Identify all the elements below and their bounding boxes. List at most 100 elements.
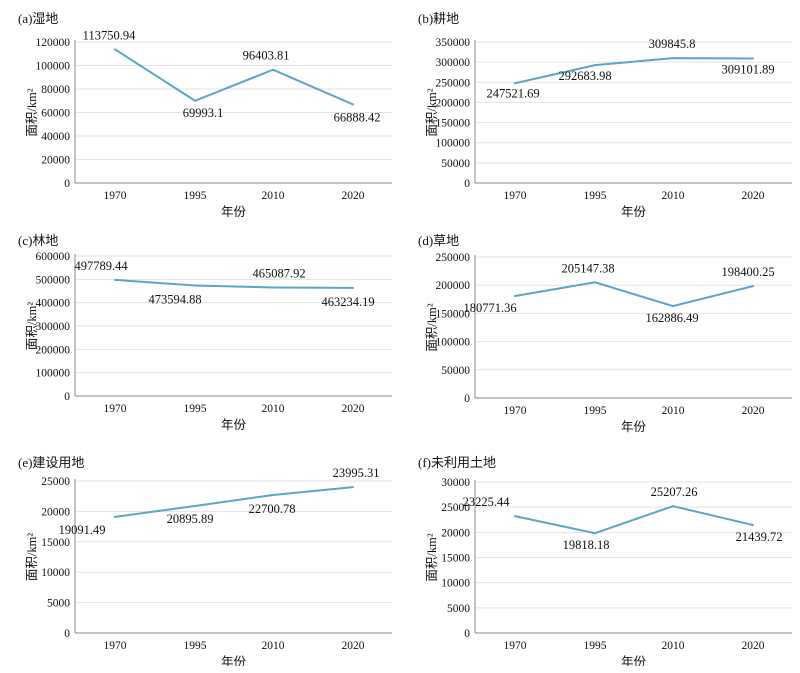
y-tick-label: 40000 bbox=[41, 131, 70, 143]
x-tick-label: 2010 bbox=[662, 405, 685, 417]
data-point bbox=[752, 57, 754, 60]
series-line bbox=[514, 57, 754, 85]
y-tick-label: 0 bbox=[464, 628, 470, 640]
y-tick-label: 250000 bbox=[436, 252, 471, 264]
data-label: 23995.31 bbox=[333, 466, 380, 480]
data-point bbox=[752, 524, 754, 527]
data-point bbox=[672, 505, 674, 508]
chart-panel-5: (e)建设用地 0 5000 10000 15000 20000 25000 1970 1995… bbox=[18, 455, 392, 666]
data-point bbox=[352, 286, 354, 289]
x-tick-label: 2010 bbox=[662, 190, 685, 202]
y-tick-label: 100000 bbox=[436, 337, 471, 349]
data-point bbox=[514, 295, 516, 298]
y-tick-label: 0 bbox=[64, 391, 70, 403]
data-point bbox=[114, 48, 116, 51]
y-tick-label: 20000 bbox=[41, 155, 70, 167]
y-tick-label: 100000 bbox=[436, 138, 471, 150]
y-tick-label: 50000 bbox=[441, 158, 470, 170]
chart-title: (d)草地 bbox=[418, 233, 459, 248]
data-point bbox=[514, 82, 516, 85]
x-axis-label: 年份 bbox=[221, 655, 247, 666]
data-label: 309101.89 bbox=[721, 62, 774, 76]
x-tick-label: 1995 bbox=[184, 403, 207, 415]
data-label: 96403.81 bbox=[243, 49, 290, 63]
y-tick-label: 60000 bbox=[41, 108, 70, 120]
chart-title: (b)耕地 bbox=[418, 11, 459, 26]
y-tick-label: 500000 bbox=[36, 274, 71, 286]
y-tick-label: 15000 bbox=[41, 537, 70, 549]
data-label: 20895.89 bbox=[167, 512, 214, 526]
data-point bbox=[194, 284, 196, 287]
data-label: 463234.19 bbox=[321, 295, 374, 309]
y-tick-label: 0 bbox=[464, 393, 470, 405]
y-tick-label: 150000 bbox=[436, 308, 471, 320]
y-tick-label: 350000 bbox=[436, 37, 471, 49]
data-point bbox=[752, 285, 754, 288]
y-tick-label: 600000 bbox=[36, 251, 71, 263]
x-tick-label: 2010 bbox=[262, 403, 285, 415]
x-tick-label: 2020 bbox=[742, 190, 765, 202]
y-tick-label: 400000 bbox=[36, 298, 71, 310]
data-point bbox=[194, 99, 196, 102]
y-tick-label: 100000 bbox=[36, 368, 71, 380]
y-tick-label: 0 bbox=[64, 628, 70, 640]
x-tick-label: 2010 bbox=[262, 640, 285, 652]
y-axis-label: 面积/km² bbox=[425, 88, 439, 136]
x-tick-label: 1970 bbox=[104, 640, 127, 652]
y-tick-label: 0 bbox=[464, 178, 470, 190]
data-point bbox=[272, 68, 274, 71]
x-tick-label: 1995 bbox=[584, 405, 607, 417]
y-tick-label: 25000 bbox=[441, 502, 470, 514]
y-axis-label: 面积/km² bbox=[425, 533, 439, 581]
data-label: 162886.49 bbox=[645, 311, 698, 325]
y-tick-label: 100000 bbox=[36, 61, 71, 73]
data-label: 473594.88 bbox=[148, 292, 201, 306]
data-label: 497789.44 bbox=[74, 259, 128, 273]
y-axis-label: 面积/km² bbox=[25, 533, 39, 581]
chart-panel-1: (a)湿地 0 20000 40000 60000 80000 100000 120000 19… bbox=[18, 11, 392, 219]
data-point bbox=[514, 515, 516, 518]
data-label: 23225.44 bbox=[463, 495, 511, 509]
y-tick-label: 10000 bbox=[441, 578, 470, 590]
data-label: 309845.8 bbox=[649, 37, 696, 51]
data-point bbox=[194, 504, 196, 507]
y-tick-label: 300000 bbox=[436, 57, 471, 69]
y-tick-label: 25000 bbox=[41, 476, 70, 488]
y-tick-label: 15000 bbox=[441, 553, 470, 565]
y-tick-label: 0 bbox=[64, 178, 70, 190]
data-label: 198400.25 bbox=[721, 265, 774, 279]
data-point bbox=[594, 281, 596, 284]
x-axis-label: 年份 bbox=[221, 418, 247, 432]
x-tick-label: 2020 bbox=[742, 405, 765, 417]
data-label: 66888.42 bbox=[334, 110, 381, 124]
y-tick-label: 10000 bbox=[41, 567, 70, 579]
data-label: 69993.1 bbox=[183, 106, 224, 120]
y-tick-label: 80000 bbox=[41, 84, 70, 96]
data-label: 19818.18 bbox=[563, 538, 610, 552]
y-axis-label: 面积/km² bbox=[25, 88, 39, 136]
x-tick-label: 1995 bbox=[184, 190, 207, 202]
data-point bbox=[114, 515, 116, 518]
data-label: 113750.94 bbox=[83, 28, 136, 42]
y-tick-label: 20000 bbox=[41, 506, 70, 518]
data-label: 180771.36 bbox=[463, 301, 516, 315]
data-point bbox=[272, 493, 274, 496]
y-tick-label: 200000 bbox=[436, 97, 471, 109]
y-tick-label: 5000 bbox=[447, 603, 470, 615]
x-tick-label: 2020 bbox=[342, 640, 365, 652]
data-point bbox=[594, 532, 596, 535]
chart-panel-3: (c)林地 0 100000 200000 300000 400000 500000 6000… bbox=[18, 233, 392, 432]
y-tick-label: 50000 bbox=[441, 365, 470, 377]
data-label: 25207.26 bbox=[651, 485, 698, 499]
series-line bbox=[114, 486, 354, 518]
y-tick-label: 200000 bbox=[36, 344, 71, 356]
chart-title: (e)建设用地 bbox=[18, 455, 84, 470]
data-label: 21439.72 bbox=[736, 530, 783, 544]
chart-panel-2: (b)耕地 0 50000 100000 150000 200000 250000 30000… bbox=[418, 11, 792, 219]
y-tick-label: 120000 bbox=[36, 37, 71, 49]
series-line bbox=[114, 278, 354, 289]
y-tick-label: 250000 bbox=[436, 77, 471, 89]
x-tick-label: 1970 bbox=[104, 190, 127, 202]
y-tick-label: 5000 bbox=[47, 598, 70, 610]
